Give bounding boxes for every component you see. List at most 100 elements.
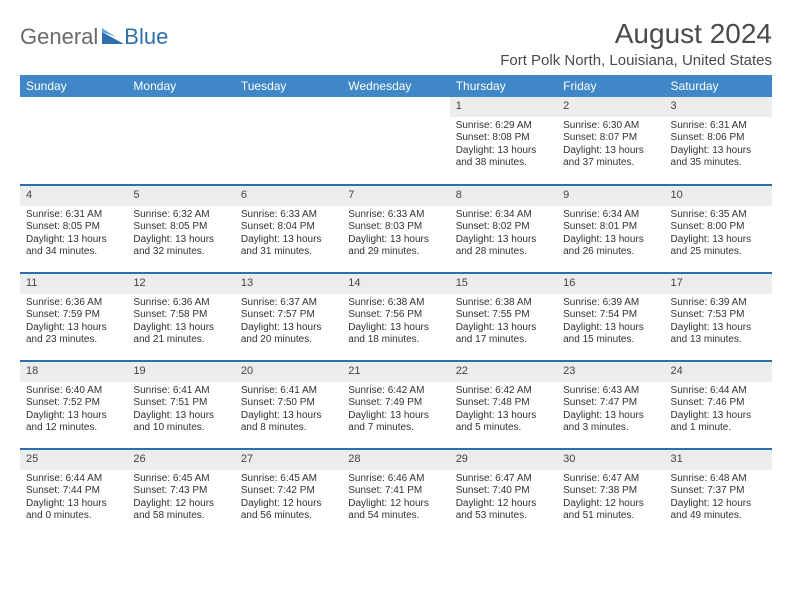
day-number: 17 (665, 274, 772, 294)
daylight-line2: and 8 minutes. (241, 422, 336, 435)
day-data: Sunrise: 6:44 AMSunset: 7:46 PMDaylight:… (665, 382, 772, 437)
day-number: 1 (450, 97, 557, 117)
day-data: Sunrise: 6:47 AMSunset: 7:38 PMDaylight:… (557, 470, 664, 525)
calendar-cell (127, 97, 234, 185)
daylight-line1: Daylight: 13 hours (456, 410, 551, 423)
calendar-cell: 1Sunrise: 6:29 AMSunset: 8:08 PMDaylight… (450, 97, 557, 185)
day-number: 20 (235, 362, 342, 382)
sunrise-text: Sunrise: 6:41 AM (133, 385, 228, 398)
daylight-line1: Daylight: 13 hours (456, 322, 551, 335)
day-data: Sunrise: 6:38 AMSunset: 7:56 PMDaylight:… (342, 294, 449, 349)
day-number: 12 (127, 274, 234, 294)
daylight-line1: Daylight: 13 hours (671, 234, 766, 247)
day-data: Sunrise: 6:47 AMSunset: 7:40 PMDaylight:… (450, 470, 557, 525)
daylight-line2: and 17 minutes. (456, 334, 551, 347)
day-number: 16 (557, 274, 664, 294)
day-header: Wednesday (342, 75, 449, 97)
sunrise-text: Sunrise: 6:44 AM (671, 385, 766, 398)
daylight-line2: and 49 minutes. (671, 510, 766, 523)
day-number: 11 (20, 274, 127, 294)
sunrise-text: Sunrise: 6:36 AM (133, 297, 228, 310)
calendar-cell: 24Sunrise: 6:44 AMSunset: 7:46 PMDayligh… (665, 361, 772, 449)
day-data: Sunrise: 6:31 AMSunset: 8:06 PMDaylight:… (665, 117, 772, 172)
day-number: 25 (20, 450, 127, 470)
calendar-cell: 13Sunrise: 6:37 AMSunset: 7:57 PMDayligh… (235, 273, 342, 361)
daylight-line2: and 3 minutes. (563, 422, 658, 435)
daylight-line2: and 21 minutes. (133, 334, 228, 347)
calendar-cell: 17Sunrise: 6:39 AMSunset: 7:53 PMDayligh… (665, 273, 772, 361)
day-header: Sunday (20, 75, 127, 97)
calendar-cell: 10Sunrise: 6:35 AMSunset: 8:00 PMDayligh… (665, 185, 772, 273)
daylight-line1: Daylight: 13 hours (26, 322, 121, 335)
day-header: Saturday (665, 75, 772, 97)
daylight-line2: and 23 minutes. (26, 334, 121, 347)
calendar-cell: 6Sunrise: 6:33 AMSunset: 8:04 PMDaylight… (235, 185, 342, 273)
sunrise-text: Sunrise: 6:30 AM (563, 120, 658, 133)
sunset-text: Sunset: 8:08 PM (456, 132, 551, 145)
daylight-line1: Daylight: 13 hours (563, 410, 658, 423)
daylight-line2: and 29 minutes. (348, 246, 443, 259)
daylight-line1: Daylight: 13 hours (241, 410, 336, 423)
day-header: Tuesday (235, 75, 342, 97)
daylight-line1: Daylight: 12 hours (133, 498, 228, 511)
day-number: 5 (127, 186, 234, 206)
day-number: 21 (342, 362, 449, 382)
calendar-cell: 11Sunrise: 6:36 AMSunset: 7:59 PMDayligh… (20, 273, 127, 361)
sunset-text: Sunset: 8:03 PM (348, 221, 443, 234)
sunset-text: Sunset: 7:46 PM (671, 397, 766, 410)
calendar-cell: 18Sunrise: 6:40 AMSunset: 7:52 PMDayligh… (20, 361, 127, 449)
sunset-text: Sunset: 8:00 PM (671, 221, 766, 234)
sunset-text: Sunset: 7:40 PM (456, 485, 551, 498)
day-number: 15 (450, 274, 557, 294)
daylight-line1: Daylight: 13 hours (241, 322, 336, 335)
daylight-line2: and 51 minutes. (563, 510, 658, 523)
day-data: Sunrise: 6:37 AMSunset: 7:57 PMDaylight:… (235, 294, 342, 349)
calendar-week: 1Sunrise: 6:29 AMSunset: 8:08 PMDaylight… (20, 97, 772, 185)
daylight-line2: and 13 minutes. (671, 334, 766, 347)
sunrise-text: Sunrise: 6:46 AM (348, 473, 443, 486)
sunset-text: Sunset: 8:07 PM (563, 132, 658, 145)
calendar-cell: 16Sunrise: 6:39 AMSunset: 7:54 PMDayligh… (557, 273, 664, 361)
daylight-line2: and 34 minutes. (26, 246, 121, 259)
day-data: Sunrise: 6:42 AMSunset: 7:49 PMDaylight:… (342, 382, 449, 437)
calendar-cell: 25Sunrise: 6:44 AMSunset: 7:44 PMDayligh… (20, 449, 127, 537)
day-number: 28 (342, 450, 449, 470)
calendar-cell: 7Sunrise: 6:33 AMSunset: 8:03 PMDaylight… (342, 185, 449, 273)
sunrise-text: Sunrise: 6:47 AM (563, 473, 658, 486)
daylight-line2: and 7 minutes. (348, 422, 443, 435)
brand-part1: General (20, 24, 98, 50)
daylight-line2: and 26 minutes. (563, 246, 658, 259)
sunrise-text: Sunrise: 6:36 AM (26, 297, 121, 310)
month-title: August 2024 (500, 18, 772, 50)
sunset-text: Sunset: 7:42 PM (241, 485, 336, 498)
daylight-line1: Daylight: 13 hours (563, 234, 658, 247)
day-data: Sunrise: 6:44 AMSunset: 7:44 PMDaylight:… (20, 470, 127, 525)
daylight-line2: and 10 minutes. (133, 422, 228, 435)
calendar-cell: 9Sunrise: 6:34 AMSunset: 8:01 PMDaylight… (557, 185, 664, 273)
sunrise-text: Sunrise: 6:34 AM (563, 209, 658, 222)
day-data: Sunrise: 6:29 AMSunset: 8:08 PMDaylight:… (450, 117, 557, 172)
day-data: Sunrise: 6:41 AMSunset: 7:50 PMDaylight:… (235, 382, 342, 437)
sunset-text: Sunset: 7:37 PM (671, 485, 766, 498)
day-number: 10 (665, 186, 772, 206)
day-number: 8 (450, 186, 557, 206)
sunset-text: Sunset: 7:55 PM (456, 309, 551, 322)
day-number: 26 (127, 450, 234, 470)
header: General Blue August 2024 Fort Polk North… (20, 18, 772, 69)
daylight-line2: and 12 minutes. (26, 422, 121, 435)
day-data: Sunrise: 6:42 AMSunset: 7:48 PMDaylight:… (450, 382, 557, 437)
daylight-line1: Daylight: 13 hours (241, 234, 336, 247)
day-data: Sunrise: 6:41 AMSunset: 7:51 PMDaylight:… (127, 382, 234, 437)
sunrise-text: Sunrise: 6:31 AM (26, 209, 121, 222)
sunrise-text: Sunrise: 6:41 AM (241, 385, 336, 398)
day-data: Sunrise: 6:46 AMSunset: 7:41 PMDaylight:… (342, 470, 449, 525)
daylight-line2: and 1 minute. (671, 422, 766, 435)
sunrise-text: Sunrise: 6:31 AM (671, 120, 766, 133)
sunrise-text: Sunrise: 6:42 AM (456, 385, 551, 398)
sunset-text: Sunset: 7:38 PM (563, 485, 658, 498)
calendar-week: 4Sunrise: 6:31 AMSunset: 8:05 PMDaylight… (20, 185, 772, 273)
calendar-cell: 5Sunrise: 6:32 AMSunset: 8:05 PMDaylight… (127, 185, 234, 273)
calendar-cell: 3Sunrise: 6:31 AMSunset: 8:06 PMDaylight… (665, 97, 772, 185)
calendar-cell: 26Sunrise: 6:45 AMSunset: 7:43 PMDayligh… (127, 449, 234, 537)
day-data: Sunrise: 6:45 AMSunset: 7:43 PMDaylight:… (127, 470, 234, 525)
